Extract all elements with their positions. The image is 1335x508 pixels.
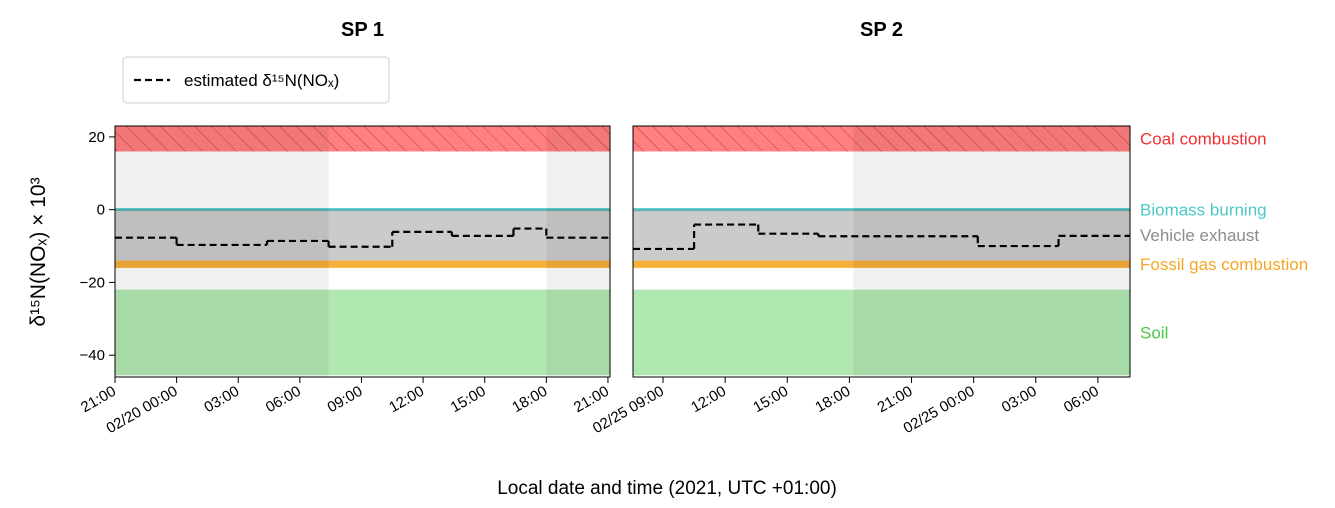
x-tick-label: 18:00 xyxy=(509,383,550,416)
legend-label: estimated δ¹⁵N(NOₓ) xyxy=(184,71,339,90)
x-tick-label: 06:00 xyxy=(263,383,304,416)
y-tick-label: −20 xyxy=(80,274,105,291)
x-tick-label: 12:00 xyxy=(688,383,729,416)
x-tick-label: 21:00 xyxy=(571,383,612,416)
x-tick-label: 03:00 xyxy=(201,383,242,416)
source-label: Vehicle exhaust xyxy=(1140,226,1259,245)
source-label: Soil xyxy=(1140,323,1168,342)
shaded-span xyxy=(546,126,610,377)
source-label: Fossil gas combustion xyxy=(1140,255,1308,274)
x-tick-label: 09:00 xyxy=(324,383,365,416)
x-tick-label: 06:00 xyxy=(1061,383,1102,416)
x-tick-label: 15:00 xyxy=(750,383,791,416)
axes-frame xyxy=(632,125,1131,378)
source-band xyxy=(115,289,610,376)
x-tick-label: 03:00 xyxy=(999,383,1040,416)
source-label: Coal combustion xyxy=(1140,130,1267,149)
y-tick-label: 0 xyxy=(97,202,105,219)
source-band xyxy=(115,209,610,261)
source-label: Biomass burning xyxy=(1140,201,1267,220)
source-band xyxy=(633,260,1130,268)
x-tick-label: 21:00 xyxy=(875,383,916,416)
x-tick-label: 21:00 xyxy=(78,383,119,416)
shaded-span xyxy=(115,126,329,377)
x-axis-label: Local date and time (2021, UTC +01:00) xyxy=(497,478,837,499)
source-band xyxy=(633,126,1130,152)
axes-frame xyxy=(114,125,611,378)
x-tick-label: 02/25 00:00 xyxy=(901,383,978,437)
y-tick-label: 20 xyxy=(88,129,105,146)
source-band xyxy=(633,209,1130,261)
y-axis-label: δ¹⁵N(NOₓ) × 10³ xyxy=(27,177,50,326)
source-band xyxy=(633,289,1130,376)
panel-title: SP 1 xyxy=(341,19,384,41)
legend-box xyxy=(122,56,390,104)
x-tick-label: 12:00 xyxy=(386,383,427,416)
x-tick-label: 15:00 xyxy=(448,383,489,416)
source-band xyxy=(115,260,610,268)
y-tick-label: −40 xyxy=(80,347,105,364)
source-band xyxy=(115,126,610,152)
panel-title: SP 2 xyxy=(860,19,903,41)
shaded-span xyxy=(853,126,1130,377)
x-tick-label: 18:00 xyxy=(812,383,853,416)
